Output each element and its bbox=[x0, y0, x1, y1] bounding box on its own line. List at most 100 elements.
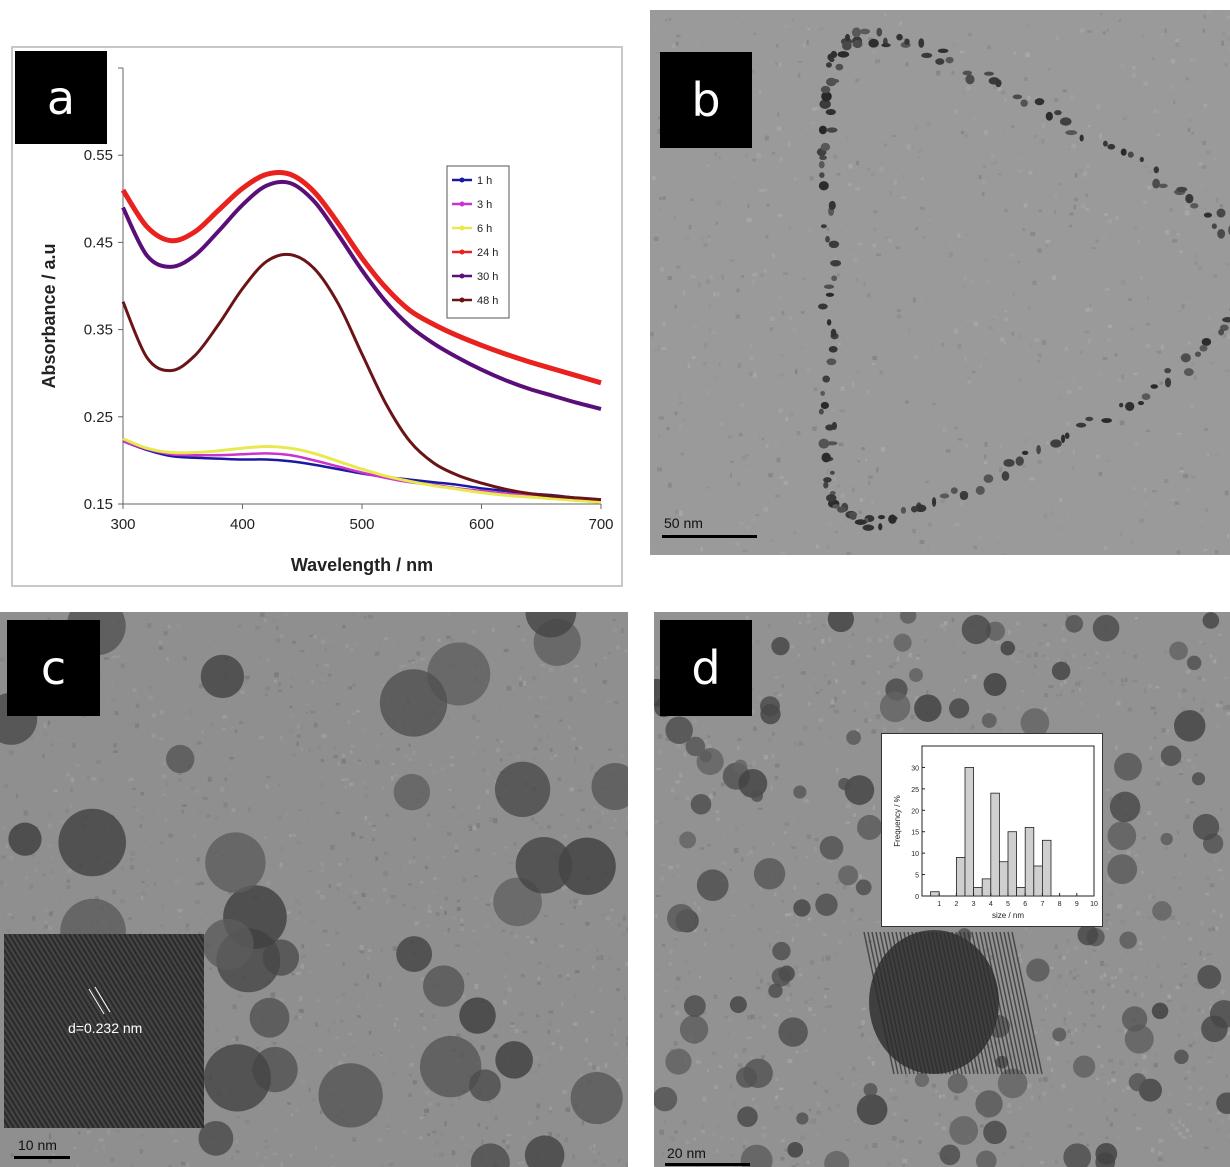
speckle bbox=[919, 539, 925, 544]
speckle bbox=[1039, 1161, 1045, 1164]
lattice-spacing-label: d=0.232 nm bbox=[68, 1020, 143, 1036]
speckle bbox=[949, 1121, 953, 1125]
speckle bbox=[584, 1038, 588, 1043]
speckle bbox=[1164, 846, 1168, 851]
speckle bbox=[347, 720, 351, 725]
speckle bbox=[972, 116, 976, 121]
speckle bbox=[1058, 74, 1062, 77]
lattice-fringe bbox=[983, 931, 1015, 1075]
speckle bbox=[1068, 1107, 1073, 1112]
speckle bbox=[1163, 986, 1167, 989]
speckle bbox=[1048, 685, 1054, 689]
speckle bbox=[400, 864, 403, 870]
speckle bbox=[798, 630, 803, 636]
speckle bbox=[1154, 198, 1158, 203]
speckle bbox=[1004, 317, 1009, 321]
speckle bbox=[1133, 654, 1138, 659]
speckle bbox=[581, 1120, 585, 1126]
speckle bbox=[1179, 983, 1183, 987]
speckle bbox=[588, 824, 592, 829]
speckle bbox=[1139, 917, 1142, 921]
speckle bbox=[1177, 692, 1181, 698]
speckle bbox=[1132, 908, 1137, 912]
speckle bbox=[737, 1063, 743, 1068]
speckle bbox=[785, 913, 790, 917]
speckle bbox=[1134, 617, 1138, 620]
speckle bbox=[1019, 958, 1023, 963]
speckle bbox=[758, 89, 762, 94]
speckle bbox=[852, 487, 855, 492]
legend-box bbox=[446, 165, 510, 319]
nanoparticle bbox=[793, 785, 807, 799]
speckle bbox=[411, 661, 415, 664]
speckle bbox=[199, 881, 204, 885]
speckle bbox=[926, 121, 932, 127]
speckle bbox=[941, 1126, 947, 1131]
speckle bbox=[280, 846, 284, 852]
speckle bbox=[262, 1101, 265, 1105]
speckle bbox=[901, 196, 906, 199]
scale-bar-label-b: 50 nm bbox=[664, 515, 703, 531]
speckle bbox=[1111, 749, 1115, 755]
speckle bbox=[711, 1052, 717, 1056]
speckle bbox=[1003, 224, 1007, 229]
speckle bbox=[813, 1081, 817, 1085]
speckle bbox=[785, 997, 790, 1001]
speckle bbox=[358, 759, 362, 763]
speckle bbox=[236, 1000, 240, 1005]
x-tick-label: 2 bbox=[954, 901, 958, 908]
speckle bbox=[1177, 1033, 1181, 1038]
speckle bbox=[1011, 331, 1015, 336]
speckle bbox=[592, 1159, 598, 1164]
speckle bbox=[1219, 807, 1223, 811]
speckle bbox=[923, 421, 927, 425]
speckle bbox=[363, 615, 367, 619]
speckle bbox=[930, 345, 934, 349]
speckle bbox=[698, 975, 702, 979]
speckle bbox=[990, 153, 996, 158]
speckle bbox=[716, 810, 719, 813]
speckle bbox=[1120, 919, 1125, 925]
nanoparticle bbox=[205, 832, 266, 893]
speckle bbox=[1194, 982, 1200, 987]
speckle bbox=[794, 856, 798, 862]
speckle bbox=[1055, 694, 1059, 697]
nanoparticle bbox=[1026, 958, 1050, 982]
nanoparticle bbox=[570, 1071, 623, 1125]
speckle bbox=[579, 746, 582, 750]
speckle bbox=[777, 213, 782, 217]
speckle bbox=[495, 748, 501, 753]
speckle bbox=[667, 785, 671, 789]
speckle bbox=[597, 819, 602, 824]
speckle bbox=[1019, 113, 1023, 118]
speckle bbox=[535, 1014, 540, 1018]
speckle bbox=[1145, 975, 1148, 978]
nanoparticle bbox=[772, 941, 791, 961]
speckle bbox=[832, 408, 835, 412]
speckle bbox=[710, 275, 714, 280]
speckle bbox=[793, 884, 796, 890]
speckle bbox=[857, 917, 862, 921]
speckle bbox=[185, 928, 190, 931]
speckle bbox=[476, 942, 479, 946]
speckle bbox=[1034, 652, 1038, 657]
nanoparticle bbox=[819, 835, 844, 860]
speckle bbox=[873, 782, 878, 786]
speckle bbox=[572, 1022, 578, 1026]
panel-c: c d=0.232 nm 10 nm bbox=[0, 612, 628, 1167]
speckle bbox=[520, 974, 525, 978]
speckle bbox=[599, 989, 602, 992]
speckle bbox=[1179, 769, 1183, 774]
speckle bbox=[30, 852, 36, 857]
speckle bbox=[320, 758, 324, 763]
speckle bbox=[112, 670, 116, 673]
speckle bbox=[935, 1090, 938, 1093]
speckle bbox=[1117, 273, 1122, 278]
speckle bbox=[1202, 28, 1205, 33]
nanoparticle bbox=[1119, 931, 1137, 949]
speckle bbox=[45, 774, 49, 778]
speckle bbox=[386, 1117, 390, 1121]
speckle bbox=[439, 1152, 445, 1157]
speckle bbox=[1170, 286, 1175, 291]
speckle bbox=[655, 69, 659, 73]
